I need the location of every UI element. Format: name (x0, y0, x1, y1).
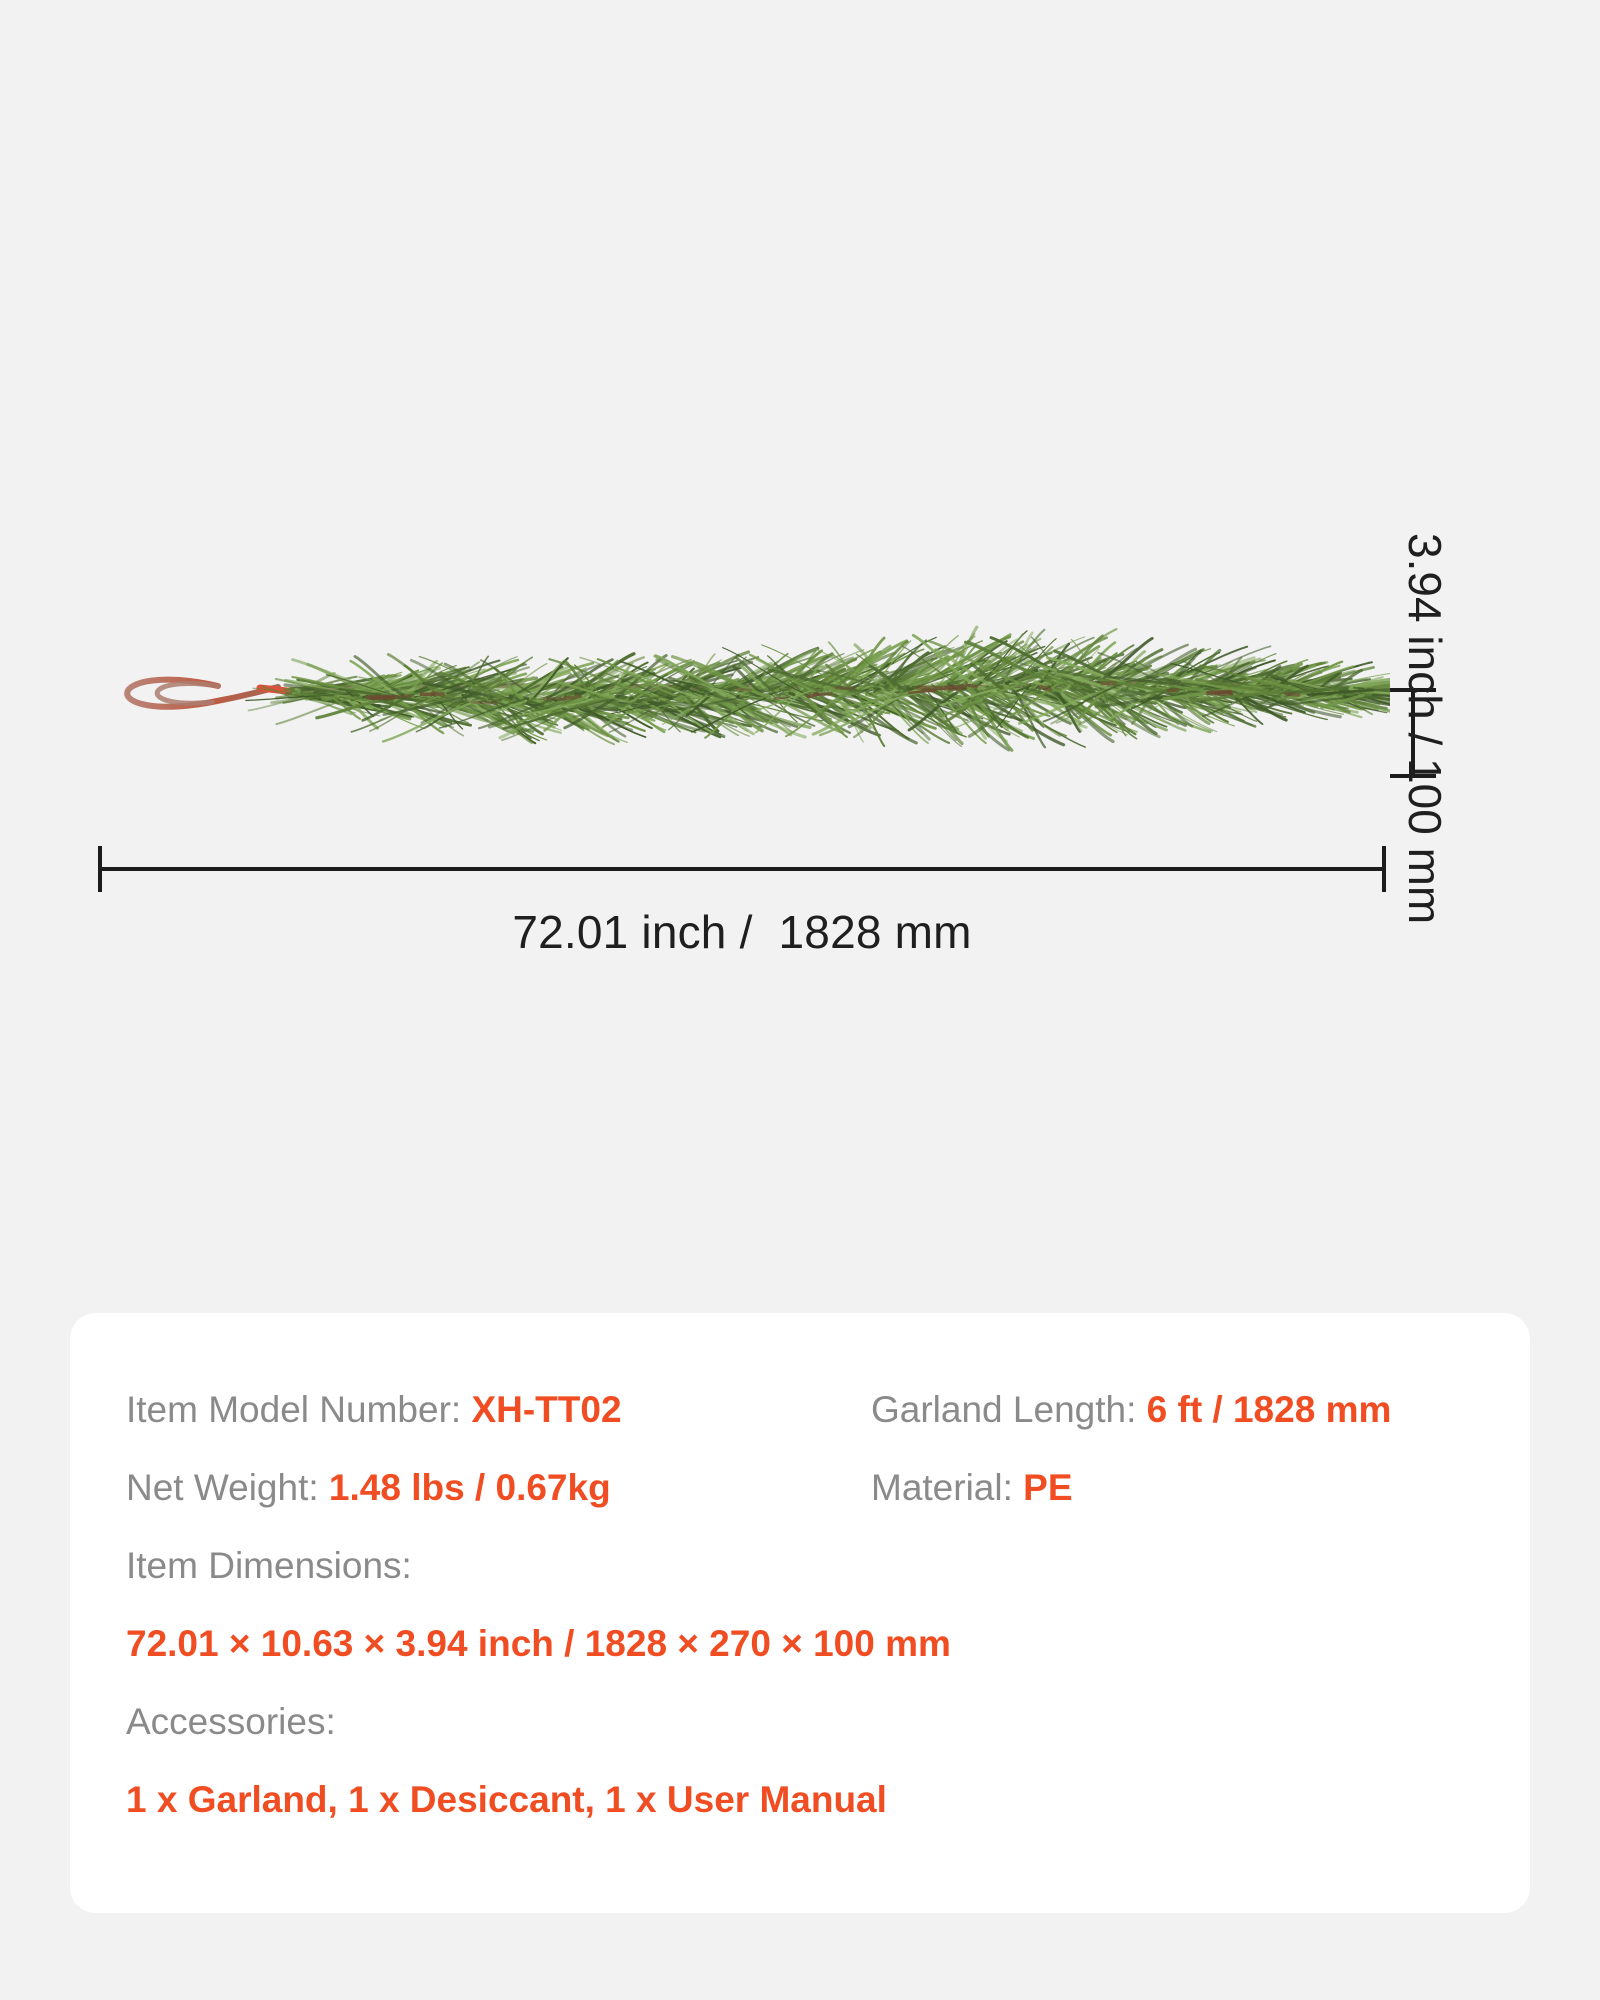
height-dimension-line (1390, 688, 1436, 778)
spec-value-item-model-number: XH-TT02 (471, 1389, 622, 1430)
length-dimension-label: 72.01 inch / 1828 mm (512, 906, 972, 958)
height-dimension-cap-bottom (1390, 774, 1436, 778)
spec-label-material: Material: (871, 1467, 1013, 1508)
spec-block-item-dimensions: Item Dimensions: 72.01 × 10.63 × 3.94 in… (126, 1527, 1530, 1683)
spec-cell-garland-length: Garland Length: 6 ft / 1828 mm (871, 1371, 1530, 1449)
length-dimension-rule (98, 867, 1386, 871)
spec-value-garland-length: 6 ft / 1828 mm (1146, 1389, 1392, 1430)
length-dimension-line (98, 846, 1386, 892)
spec-label-accessories: Accessories: (126, 1701, 336, 1742)
length-dimension-cap-right (1382, 846, 1386, 892)
spec-line-net-weight: Net Weight: 1.48 lbs / 0.67kg (126, 1449, 871, 1527)
spec-line-garland-length: Garland Length: 6 ft / 1828 mm (871, 1371, 1530, 1449)
spec-label-item-model-number: Item Model Number: (126, 1389, 462, 1430)
spec-cell-item-model-number: Item Model Number: XH-TT02 (126, 1371, 871, 1449)
spec-cell-material: Material: PE (871, 1449, 1530, 1527)
spec-line-material: Material: PE (871, 1449, 1530, 1527)
product-illustration-area: 72.01 inch / 1828 mm 3.94 inch / 100 mm (98, 533, 1451, 958)
spec-value-accessories: 1 x Garland, 1 x Desiccant, 1 x User Man… (126, 1779, 887, 1820)
height-dimension-rule (1411, 688, 1415, 778)
spec-block-accessories: Accessories: 1 x Garland, 1 x Desiccant,… (126, 1683, 1530, 1839)
spec-grid: Item Model Number: XH-TT02 Garland Lengt… (126, 1371, 1530, 1527)
garland-svg (124, 625, 1390, 752)
spec-line-item-model-number: Item Model Number: XH-TT02 (126, 1371, 871, 1449)
spec-label-net-weight: Net Weight: (126, 1467, 319, 1508)
spec-label-item-dimensions: Item Dimensions: (126, 1545, 412, 1586)
spec-value-item-dimensions: 72.01 × 10.63 × 3.94 inch / 1828 × 270 ×… (126, 1623, 951, 1664)
spec-value-net-weight: 1.48 lbs / 0.67kg (328, 1467, 611, 1508)
specification-card: Item Model Number: XH-TT02 Garland Lengt… (70, 1313, 1530, 1913)
spec-label-garland-length: Garland Length: (871, 1389, 1137, 1430)
garland-foliage (245, 625, 1390, 752)
spec-cell-net-weight: Net Weight: 1.48 lbs / 0.67kg (126, 1449, 871, 1527)
spec-value-material: PE (1023, 1467, 1073, 1508)
garland-product-image (100, 590, 1390, 810)
height-dimension-label: 3.94 inch / 100 mm (1399, 533, 1451, 925)
